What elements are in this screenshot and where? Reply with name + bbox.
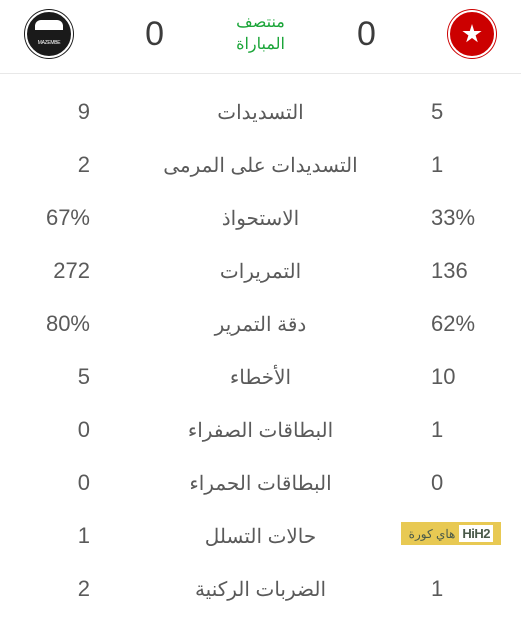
- stat-row: 1البطاقات الصفراء0: [30, 417, 491, 443]
- stat-label: دقة التمرير: [90, 312, 431, 337]
- stat-label: البطاقات الصفراء: [90, 418, 431, 443]
- stat-label: التسديدات على المرمى: [90, 153, 431, 178]
- stat-value-right: 1: [30, 523, 90, 549]
- stat-value-left: 1: [431, 152, 491, 178]
- stat-value-right: 272: [30, 258, 90, 284]
- stat-value-left: 0: [431, 470, 491, 496]
- stat-row: 136التمريرات272: [30, 258, 491, 284]
- stat-value-right: 80%: [30, 311, 90, 337]
- stat-row: 5التسديدات9: [30, 99, 491, 125]
- stat-row: 0البطاقات الحمراء0: [30, 470, 491, 496]
- stat-value-right: 9: [30, 99, 90, 125]
- stat-row: 10الأخطاء5: [30, 364, 491, 390]
- stat-row: 1الضربات الركنية2: [30, 576, 491, 602]
- stat-row: 62%دقة التمرير80%: [30, 311, 491, 337]
- stat-value-left: 1: [431, 417, 491, 443]
- stat-label: البطاقات الحمراء: [90, 471, 431, 496]
- status-line2: المباراة: [236, 34, 285, 56]
- team-right-badge[interactable]: [25, 10, 73, 58]
- stat-label: الاستحواذ: [90, 206, 431, 231]
- stat-value-left: 33%: [431, 205, 491, 231]
- stat-row: 1التسديدات على المرمى2: [30, 152, 491, 178]
- stat-value-left: 1: [431, 576, 491, 602]
- stat-value-left: 136: [431, 258, 491, 284]
- watermark-logo: HiH2: [459, 525, 493, 542]
- stat-value-left: 5: [431, 99, 491, 125]
- stat-label: التسديدات: [90, 100, 431, 125]
- stat-label: حالات التسلل: [90, 524, 431, 549]
- scoreboard: 0 منتصف المباراة 0: [0, 0, 521, 74]
- team-left-badge[interactable]: [448, 10, 496, 58]
- status-line1: منتصف: [236, 12, 285, 34]
- stat-label: الأخطاء: [90, 365, 431, 390]
- stat-label: الضربات الركنية: [90, 577, 431, 602]
- score-left: 0: [357, 15, 376, 54]
- stat-value-right: 67%: [30, 205, 90, 231]
- stat-value-right: 2: [30, 152, 90, 178]
- match-status: منتصف المباراة: [236, 12, 285, 55]
- watermark: HiH2 هاي كورة: [401, 522, 501, 545]
- watermark-text: هاي كورة: [409, 528, 456, 540]
- stat-value-right: 0: [30, 417, 90, 443]
- stat-value-right: 2: [30, 576, 90, 602]
- stat-value-right: 5: [30, 364, 90, 390]
- stat-value-left: 10: [431, 364, 491, 390]
- stat-row: 33%الاستحواذ67%: [30, 205, 491, 231]
- stat-value-left: 62%: [431, 311, 491, 337]
- score-right: 0: [145, 15, 164, 54]
- stat-value-right: 0: [30, 470, 90, 496]
- stat-label: التمريرات: [90, 259, 431, 284]
